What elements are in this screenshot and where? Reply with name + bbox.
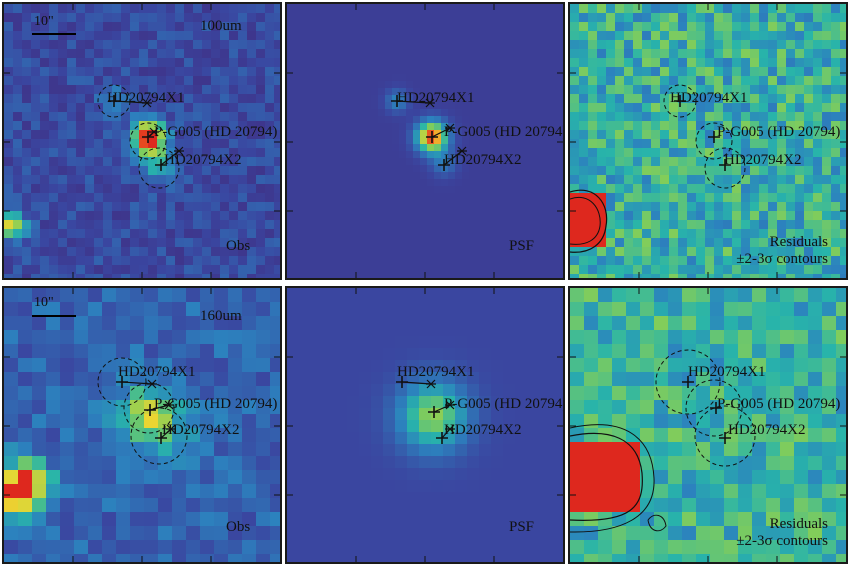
kind-line-2: ±2-3σ contours xyxy=(736,533,828,549)
panel-160um-residuals: Residuals ±2-3σ contours HD20794X1 P-G005… xyxy=(568,286,848,564)
panel-kind-label: Residuals ±2-3σ contours xyxy=(736,516,828,550)
scale-label: 10" xyxy=(34,295,54,310)
panel-kind-label: Residuals ±2-3σ contours xyxy=(736,234,828,268)
axis-ticks xyxy=(570,288,846,562)
pixel-grid xyxy=(570,4,846,278)
pixel-grid xyxy=(4,4,280,278)
panel-160um-observed: 10" 160um Obs HD20794X1 P-G005 (HD 20794… xyxy=(2,286,282,564)
source-label-x2: HD20794X2 xyxy=(724,152,802,168)
source-markers xyxy=(97,357,188,465)
panel-kind-label: PSF xyxy=(509,519,535,535)
band-label: 100um xyxy=(200,18,242,34)
pixel-grid xyxy=(4,288,280,562)
source-label-main: P-G005 (HD 20794) xyxy=(154,396,278,412)
pixel-grid xyxy=(287,4,563,278)
pixel-grid xyxy=(570,288,846,562)
source-markers xyxy=(396,376,455,444)
source-label-x2: HD20794X2 xyxy=(444,422,522,438)
source-markers xyxy=(663,84,746,189)
panel-100um-observed: 10" 100um Obs HD20794X1 P-G005 (HD 20794… xyxy=(2,2,282,280)
source-label-x2: HD20794X2 xyxy=(728,422,806,438)
source-label-x1: HD20794X1 xyxy=(107,90,185,106)
kind-line-1: Residuals xyxy=(769,234,828,250)
source-label-x2: HD20794X2 xyxy=(164,152,242,168)
axis-ticks xyxy=(287,4,563,278)
source-label-x2: HD20794X2 xyxy=(162,422,240,438)
residual-contours xyxy=(570,189,608,253)
source-label-main: P-G005 (HD 20794) xyxy=(154,124,278,140)
source-markers xyxy=(655,349,756,467)
panel-160um-psf: PSF HD20794X1 P-G005 (HD 20794) HD20794X… xyxy=(285,286,565,564)
residual-contours xyxy=(570,424,667,533)
panel-kind-label: Obs xyxy=(226,519,251,535)
axis-ticks xyxy=(287,288,563,562)
source-label-x1: HD20794X1 xyxy=(397,90,475,106)
band-label: 160um xyxy=(200,308,242,324)
heatmap-100um-residuals xyxy=(570,4,846,278)
axis-ticks xyxy=(570,4,846,278)
heatmap-100um-psf xyxy=(287,4,563,278)
kind-line-1: Residuals xyxy=(769,516,828,532)
heatmap-160um-psf xyxy=(287,288,563,562)
source-label-x1: HD20794X1 xyxy=(688,364,766,380)
source-label-main: P-G005 (HD 20794) xyxy=(717,124,841,140)
source-label-x1: HD20794X1 xyxy=(670,90,748,106)
source-label-main: P-G005 (HD 20794) xyxy=(444,124,565,140)
source-markers xyxy=(97,84,184,189)
source-label-main: P-G005 (HD 20794) xyxy=(717,396,841,412)
panel-kind-label: Obs xyxy=(226,238,251,254)
source-markers xyxy=(391,95,467,171)
axis-ticks xyxy=(4,4,280,278)
panel-100um-residuals: Residuals ±2-3σ contours HD20794X1 P-G005… xyxy=(568,2,848,280)
source-label-x1: HD20794X1 xyxy=(397,364,475,380)
panel-kind-label: PSF xyxy=(509,238,535,254)
scale-label: 10" xyxy=(34,14,54,29)
scale-bar xyxy=(32,315,76,317)
axis-ticks xyxy=(4,288,280,562)
heatmap-160um-residuals xyxy=(570,288,846,562)
heatmap-160um-observed xyxy=(4,288,280,562)
scale-bar xyxy=(32,33,76,35)
kind-line-2: ±2-3σ contours xyxy=(736,251,828,267)
panel-100um-psf: PSF HD20794X1 P-G005 (HD 20794) HD20794X… xyxy=(285,2,565,280)
heatmap-100um-observed xyxy=(4,4,280,278)
source-label-x2: HD20794X2 xyxy=(444,152,522,168)
source-label-x1: HD20794X1 xyxy=(118,364,196,380)
source-label-main: P-G005 (HD 20794) xyxy=(444,396,565,412)
